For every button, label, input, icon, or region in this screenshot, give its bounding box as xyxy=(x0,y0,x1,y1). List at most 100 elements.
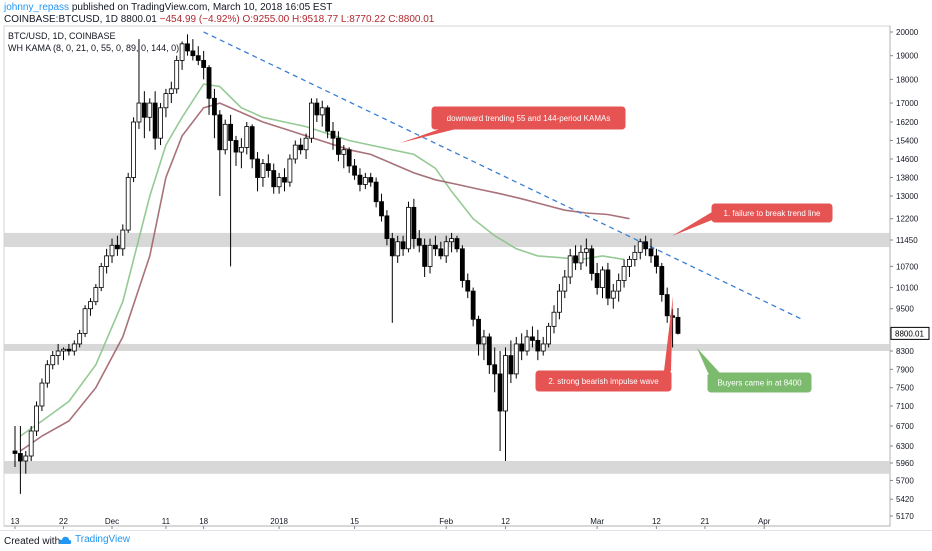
candle-body xyxy=(443,241,449,257)
candle-body xyxy=(556,290,562,313)
time-tick-label: 12 xyxy=(501,517,510,526)
ohlc-line: COINBASE:BTCUSD, 1D 8800.01 −454.99 (−4.… xyxy=(4,14,434,25)
candle-body xyxy=(255,158,260,178)
candle-body xyxy=(88,301,93,310)
candle-body xyxy=(583,248,589,253)
candle-body xyxy=(503,355,508,412)
price-tick-label: 14600 xyxy=(896,155,919,164)
candle-body xyxy=(287,158,293,183)
sr-zone xyxy=(4,232,890,248)
candle-body xyxy=(627,258,632,267)
candle-body xyxy=(352,165,357,176)
candle-body xyxy=(637,241,643,253)
candle-body xyxy=(44,364,50,384)
chart-header: johnny_repass published on TradingView.c… xyxy=(0,0,932,26)
candle-body xyxy=(163,93,169,109)
candle-body xyxy=(551,311,557,327)
price-tick-label: 13000 xyxy=(896,192,919,201)
candle-body xyxy=(379,201,384,217)
author-link[interactable]: johnny_repass xyxy=(4,2,70,13)
candle-body xyxy=(152,102,158,139)
time-tick-label: Feb xyxy=(439,517,453,526)
time-tick-label: Dec xyxy=(105,517,119,526)
candle-body xyxy=(147,102,153,118)
price-tick-label: 7900 xyxy=(896,365,914,374)
candle-body xyxy=(578,251,584,264)
candle-body xyxy=(481,336,487,345)
candle-body xyxy=(271,170,277,188)
price-tick-label: 12200 xyxy=(896,215,919,224)
candle-body xyxy=(335,137,341,155)
candle-body xyxy=(433,244,438,250)
candle-body xyxy=(82,308,88,334)
candle-body xyxy=(605,269,611,299)
trendline-layer xyxy=(203,31,803,320)
price-tick-label: 6300 xyxy=(896,442,914,451)
price-tick-label: 10100 xyxy=(896,284,919,293)
callout-pointer xyxy=(400,129,456,143)
legend-symbol: BTC/USD, 1D, COINBASE xyxy=(8,31,116,41)
candle-body xyxy=(664,294,670,317)
candle-body xyxy=(395,241,401,257)
candle-body xyxy=(492,364,498,375)
candle-body xyxy=(513,343,519,375)
cloud-icon xyxy=(58,536,72,544)
price-tick-label: 9500 xyxy=(896,305,914,314)
candle-body xyxy=(217,114,223,151)
candle-body xyxy=(497,373,503,412)
tradingview-logo[interactable]: TradingView xyxy=(58,534,130,545)
candle-body xyxy=(206,67,212,99)
candle-body xyxy=(449,238,454,243)
candle-body xyxy=(61,348,66,352)
candle-body xyxy=(39,382,45,407)
candle-body xyxy=(470,290,476,320)
candle-body xyxy=(567,255,573,278)
candle-body xyxy=(519,343,525,352)
candle-body xyxy=(530,336,535,341)
candle-body xyxy=(422,244,428,267)
ohlc-close: C:8800.01 xyxy=(388,14,435,25)
price-tick-label: 7500 xyxy=(896,384,914,393)
price-tick-label: 19000 xyxy=(896,52,919,61)
candle-body xyxy=(98,266,104,288)
candle-body xyxy=(416,238,422,246)
price-tick-label: 17000 xyxy=(896,99,919,108)
candle-body xyxy=(34,405,39,432)
candle-body xyxy=(109,244,115,257)
candle-body xyxy=(238,147,244,153)
candle-body xyxy=(546,325,552,345)
candle-body xyxy=(104,255,110,267)
zones-layer xyxy=(4,232,890,474)
price-tick-label: 15400 xyxy=(896,137,919,146)
candle-body xyxy=(373,181,379,203)
candle-body xyxy=(535,340,541,352)
footer: Created with TradingView xyxy=(0,530,932,551)
price-chart[interactable]: 20000 19000 18000 17000 16200 15400 14600 13800… xyxy=(0,0,932,530)
candle-body xyxy=(594,273,600,288)
symbol-label: COINBASE:BTCUSD, 1D xyxy=(4,14,118,25)
callout-pointer xyxy=(672,212,712,236)
candle-body xyxy=(131,121,136,178)
candle-body xyxy=(249,126,255,160)
candle-body xyxy=(120,229,126,250)
callout-text: downward trending 55 and 144-period KAMA… xyxy=(447,114,611,123)
candle-body xyxy=(179,43,185,61)
candle-body xyxy=(341,149,347,155)
time-tick-label: 21 xyxy=(700,517,709,526)
candle-body xyxy=(508,355,514,375)
last-price-box xyxy=(890,326,930,340)
candle-body xyxy=(589,248,595,274)
callout-pointer xyxy=(697,348,720,373)
candle-body xyxy=(201,60,207,68)
time-tick-label: 11 xyxy=(162,517,171,526)
candle-body xyxy=(438,248,444,257)
candle-body xyxy=(562,276,568,292)
callout-text: Buyers came in at 8400 xyxy=(717,379,802,388)
candle-body xyxy=(77,332,83,345)
price-tick-label: 11450 xyxy=(896,236,918,245)
price-tick-label: 5170 xyxy=(896,512,914,521)
candle-body xyxy=(50,355,56,366)
time-tick-label: 13 xyxy=(11,517,20,526)
time-axis: 13 22 Dec 11 18 2018 15 Feb 12 Mar 12 21 Apr xyxy=(11,517,771,529)
publish-line: johnny_repass published on TradingView.c… xyxy=(4,2,332,13)
